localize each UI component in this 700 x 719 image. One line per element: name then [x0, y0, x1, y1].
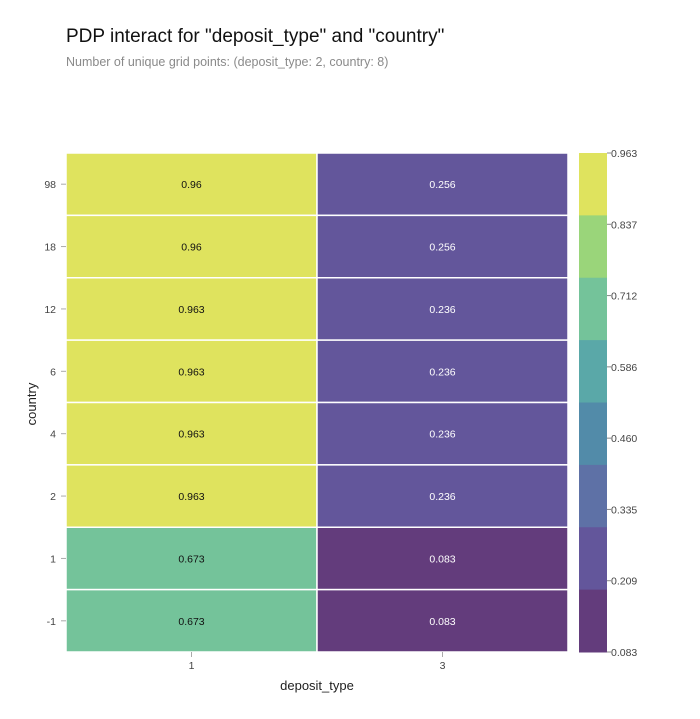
heatmap-cell: [316, 464, 569, 528]
colorbar-band: [579, 277, 607, 341]
cell-value-label: 0.96: [181, 242, 202, 254]
colorbar-tick-label: 0.083: [611, 647, 637, 659]
heatmap-cell: [65, 214, 318, 279]
colorbar-band: [579, 153, 607, 216]
y-tick-label: 12: [44, 304, 56, 316]
y-tick-label: 98: [44, 179, 56, 191]
cell-value-label: 0.256: [429, 179, 455, 191]
heatmap-cell: [65, 277, 318, 341]
heatmap-cell: [316, 401, 569, 466]
chart-subtitle: Number of unique grid points: (deposit_t…: [66, 55, 389, 69]
cell-value-label: 0.236: [429, 366, 455, 378]
cell-value-label: 0.963: [178, 304, 204, 316]
heatmap-cells: 0.96 0.256 0.96 0.256 0.963 0.236 0.963 0.236 0.…: [65, 152, 569, 653]
heatmap-cell: [316, 214, 569, 279]
colorbar-band: [579, 340, 607, 403]
cell-value-label: 0.96: [181, 179, 202, 191]
colorbar-tick-label: 0.460: [611, 433, 637, 445]
heatmap-cell: [65, 401, 318, 466]
colorbar: 0.963 0.837 0.712 0.586 0.460 0.335 0.209 0.083: [579, 148, 637, 659]
colorbar-tick-label: 0.963: [611, 148, 637, 160]
cell-value-label: 0.236: [429, 491, 455, 503]
cell-value-label: 0.963: [178, 491, 204, 503]
colorbar-tick-label: 0.335: [611, 504, 637, 516]
colorbar-band: [579, 215, 607, 279]
cell-value-label: 0.963: [178, 429, 204, 441]
y-tick-label: 18: [44, 242, 56, 254]
colorbar-tick-label: 0.586: [611, 362, 637, 374]
y-axis: 98 18 12 6 4 2 1 -1: [44, 179, 66, 628]
cell-value-label: 0.083: [429, 616, 455, 628]
y-tick-label: -1: [47, 616, 56, 628]
cell-value-label: 0.256: [429, 242, 455, 254]
colorbar-band: [579, 527, 607, 591]
y-tick-label: 2: [50, 491, 56, 503]
colorbar-tick-label: 0.209: [611, 576, 637, 588]
colorbar-tick-label: 0.837: [611, 219, 637, 231]
x-tick-label: 1: [189, 660, 195, 672]
cell-value-label: 0.083: [429, 553, 455, 565]
heatmap-cell: [65, 152, 318, 217]
cell-value-label: 0.236: [429, 304, 455, 316]
heatmap-cell: [316, 277, 569, 341]
y-axis-label: country: [24, 382, 39, 425]
cell-value-label: 0.963: [178, 366, 204, 378]
colorbar-tick-label: 0.712: [611, 291, 637, 303]
heatmap-cell: [65, 526, 318, 591]
cell-value-label: 0.673: [178, 616, 204, 628]
colorbar-band: [579, 464, 607, 528]
y-tick-label: 4: [50, 429, 56, 441]
colorbar-band: [579, 589, 607, 653]
cell-value-label: 0.236: [429, 429, 455, 441]
heatmap-cell: [316, 152, 569, 217]
x-tick-label: 3: [440, 660, 446, 672]
chart-title: PDP interact for "deposit_type" and "cou…: [66, 26, 445, 47]
colorbar-band: [579, 402, 607, 466]
x-axis-label: deposit_type: [280, 678, 354, 693]
heatmap-cell: [65, 464, 318, 528]
y-tick-label: 6: [50, 366, 56, 378]
heatmap-cell: [316, 526, 569, 591]
cell-value-label: 0.673: [178, 553, 204, 565]
y-tick-label: 1: [50, 553, 56, 565]
